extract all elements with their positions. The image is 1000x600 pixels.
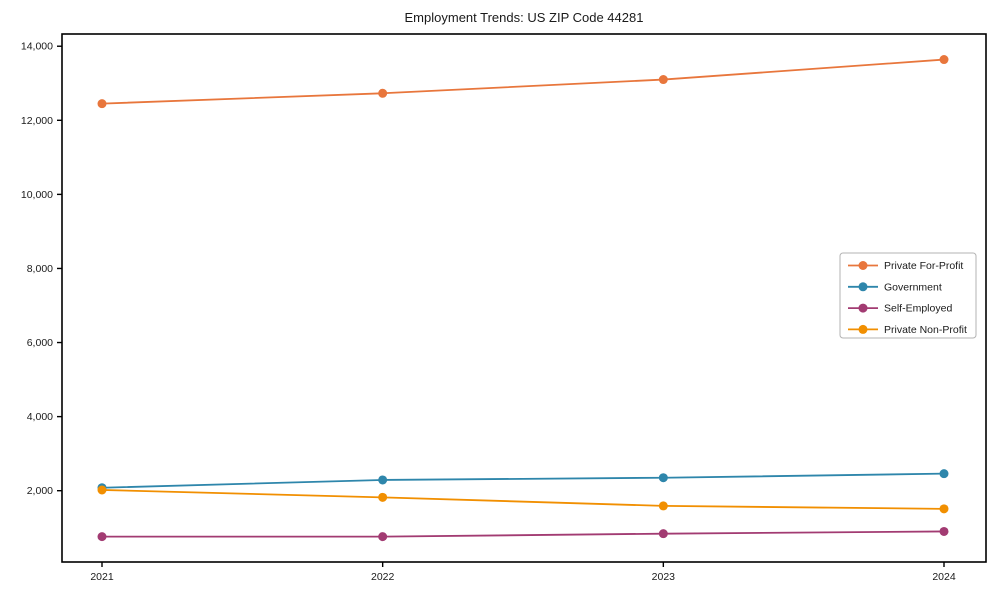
x-tick-label: 2021 xyxy=(90,571,114,583)
legend-label: Government xyxy=(884,281,942,293)
data-point-self-employed-2021 xyxy=(97,532,107,542)
y-tick-label: 12,000 xyxy=(21,115,53,127)
series-line-private-non-profit xyxy=(101,489,945,510)
axes-spines xyxy=(61,33,987,563)
y-tick-label: 4,000 xyxy=(27,411,53,423)
data-point-private-non-profit-2023 xyxy=(658,501,668,511)
legend-swatch-marker xyxy=(858,303,868,313)
data-point-private-for-profit-2022 xyxy=(378,88,388,98)
series-line-private-for-profit xyxy=(101,58,945,105)
y-tick-label: 10,000 xyxy=(21,189,53,201)
legend-item-private-for-profit: Private For-Profit xyxy=(848,260,963,272)
y-tick-label: 14,000 xyxy=(21,41,53,53)
data-point-government-2023 xyxy=(658,473,668,483)
data-point-private-for-profit-2021 xyxy=(97,99,107,109)
x-tick-label: 2023 xyxy=(652,571,676,583)
series-line-government xyxy=(101,472,945,489)
plot-area: 2,000 4,000 6,000 8,000 10,000 12,000 14,000 20… xyxy=(21,33,987,583)
series-line-self-employed xyxy=(102,530,945,538)
data-point-private-for-profit-2024 xyxy=(939,55,949,65)
y-tick-label: 8,000 xyxy=(27,263,53,275)
legend-item-government: Government xyxy=(848,281,942,293)
data-point-private-for-profit-2023 xyxy=(658,75,668,85)
legend-label: Private Non-Profit xyxy=(884,324,967,336)
data-point-self-employed-2022 xyxy=(378,532,388,542)
legend-box xyxy=(839,252,977,339)
legend-label: Self-Employed xyxy=(884,303,952,315)
legend: Private For-Profit Government Self-Employe… xyxy=(839,252,977,339)
data-point-government-2024 xyxy=(939,469,949,479)
legend-swatch-marker xyxy=(858,324,868,334)
data-point-self-employed-2023 xyxy=(658,529,668,539)
data-point-private-non-profit-2024 xyxy=(939,504,949,514)
legend-item-private-non-profit: Private Non-Profit xyxy=(848,324,967,336)
data-point-government-2022 xyxy=(378,475,388,485)
y-tick-label: 2,000 xyxy=(27,485,53,497)
data-point-private-non-profit-2021 xyxy=(97,485,107,495)
legend-item-self-employed: Self-Employed xyxy=(848,303,952,315)
legend-label: Private For-Profit xyxy=(884,260,963,272)
x-tick-label: 2022 xyxy=(371,571,395,583)
series-layer xyxy=(97,55,949,542)
legend-swatch-marker xyxy=(858,261,868,270)
data-point-private-non-profit-2022 xyxy=(378,492,388,502)
data-point-self-employed-2024 xyxy=(939,526,949,536)
x-tick-label: 2024 xyxy=(932,571,956,583)
legend-swatch-marker xyxy=(858,282,868,292)
chart-title: Employment Trends: US ZIP Code 44281 xyxy=(405,10,644,25)
y-tick-label: 6,000 xyxy=(27,337,53,349)
